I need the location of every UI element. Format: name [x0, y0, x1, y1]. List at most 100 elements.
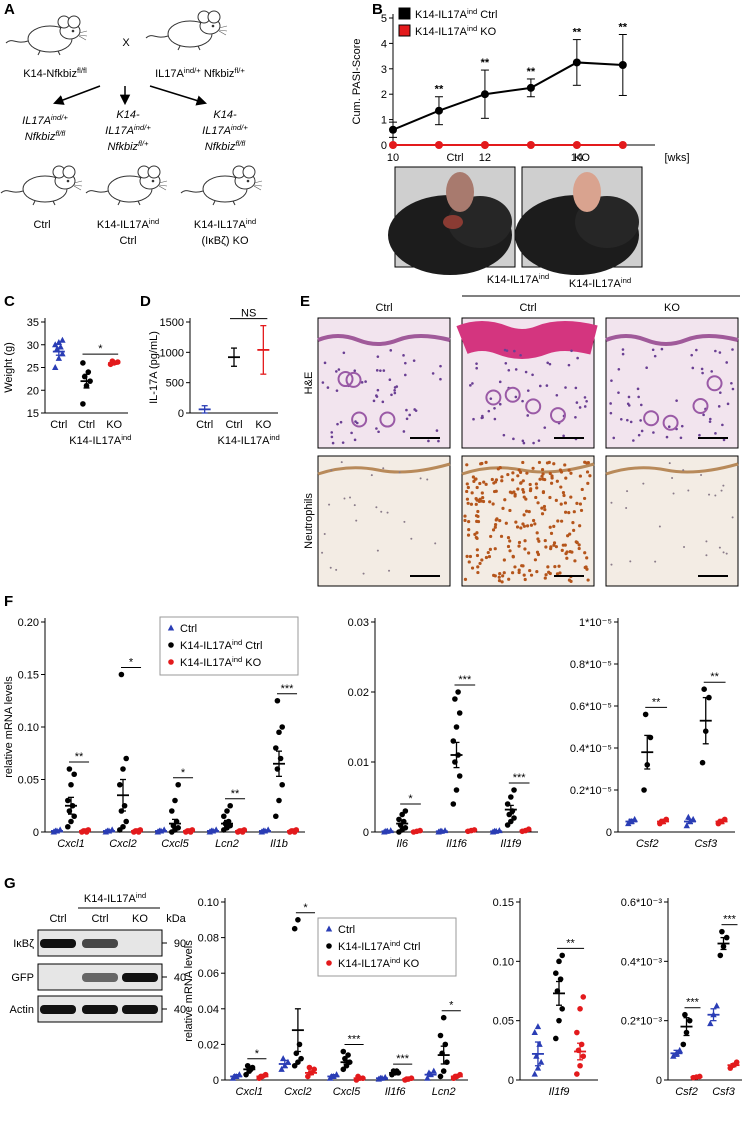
x-axis-label: [wks] [664, 152, 689, 164]
stained-cell [578, 502, 583, 506]
significance: ** [566, 937, 575, 949]
nucleus [543, 426, 547, 429]
stained-cell [564, 476, 568, 480]
nucleus [431, 372, 435, 375]
stained-cell [482, 480, 486, 484]
stained-cell [506, 536, 511, 540]
y-tick-label: 0.02 [198, 1039, 219, 1051]
epidermis [317, 334, 451, 346]
follicle [706, 375, 723, 392]
epidermis [605, 334, 739, 346]
stained-cell [481, 496, 485, 500]
stained-cell [567, 468, 571, 472]
nucleus [405, 408, 408, 412]
blot-band [40, 939, 76, 948]
y-tick-label: 20 [27, 385, 39, 397]
nucleus [377, 430, 380, 434]
y-tick-label: 0.04 [198, 1004, 219, 1016]
group-label: Ctrl [33, 219, 50, 231]
data-point [243, 1071, 249, 1078]
data-point [676, 1046, 683, 1053]
stained-cell [500, 580, 504, 584]
superscript: ind [136, 891, 146, 900]
stained-cell [465, 463, 469, 467]
y-tick-label: 0 [381, 140, 387, 152]
superscript: fl/+ [138, 139, 149, 148]
group-label: K14-IL17Aind [97, 217, 159, 232]
stained-cell [466, 485, 470, 490]
stained-cell [541, 477, 545, 481]
nucleus [375, 427, 378, 430]
nucleus [353, 438, 357, 442]
y-axis-label: relative mRNA levels [183, 940, 195, 1042]
nucleus [578, 406, 582, 409]
column-label: Ctrl [375, 302, 392, 314]
stained-cell [529, 487, 533, 491]
nucleus [617, 367, 621, 371]
data-point [298, 1055, 304, 1062]
y-tick-label: 0.05 [493, 1016, 514, 1028]
data-point [511, 787, 517, 793]
nucleus [700, 367, 704, 371]
nucleus [564, 386, 567, 389]
y-tick-label: 0.15 [18, 670, 39, 682]
significance: ** [75, 751, 84, 763]
data-point [480, 141, 489, 149]
stained-cell [321, 551, 324, 554]
nucleus [404, 373, 407, 377]
data-point [434, 106, 443, 115]
stained-cell [490, 477, 494, 482]
parent-genotype: IL17Aind/+ Nfkbizfl/+ [155, 66, 245, 81]
stained-cell [687, 489, 690, 492]
lane-label: Ctrl [49, 913, 66, 925]
stained-cell [559, 470, 564, 474]
stained-cell [463, 518, 467, 523]
data-point [221, 813, 227, 820]
stained-cell [574, 540, 578, 544]
panel-label: E [300, 293, 310, 310]
y-axis-label: IL-17A (pg/mL) [148, 331, 160, 404]
stained-cell [642, 482, 645, 485]
significance: * [98, 343, 103, 355]
nucleus [629, 420, 633, 424]
stained-cell [682, 469, 685, 472]
stained-cell [507, 577, 511, 581]
stained-cell [329, 566, 332, 569]
nucleus [626, 418, 629, 422]
photo-label: KO [574, 152, 590, 164]
stained-cell [555, 572, 560, 576]
nucleus [639, 419, 642, 422]
nucleus [502, 433, 506, 437]
stained-cell [517, 540, 522, 545]
data-point [713, 1002, 720, 1009]
nucleus [539, 384, 542, 388]
stained-cell [517, 568, 521, 572]
stained-cell [410, 537, 413, 540]
panel-label: B [372, 1, 383, 18]
data-point [291, 925, 298, 932]
stained-cell [493, 525, 497, 529]
stained-cell [561, 491, 566, 495]
data-point [574, 1029, 580, 1036]
data-point [345, 1052, 351, 1058]
data-point [559, 1006, 565, 1012]
data-point [274, 697, 281, 704]
stained-cell [654, 560, 657, 563]
epidermis [461, 462, 595, 476]
stained-cell [493, 523, 498, 527]
nucleus [583, 405, 587, 408]
y-tick-label: 0.01 [348, 757, 369, 769]
data-point [389, 125, 397, 134]
nucleus [627, 395, 631, 399]
stained-cell [487, 555, 492, 559]
stained-cell [578, 524, 582, 528]
x-tick-label: Il1f6 [385, 1086, 407, 1098]
y-tick-label: 0.10 [198, 897, 219, 909]
data-point [55, 338, 63, 345]
stained-cell [557, 564, 561, 568]
nucleus [695, 348, 698, 352]
nucleus [481, 414, 484, 418]
lane-label: Ctrl [91, 913, 108, 925]
nucleus [719, 391, 722, 394]
follicle [692, 398, 709, 415]
